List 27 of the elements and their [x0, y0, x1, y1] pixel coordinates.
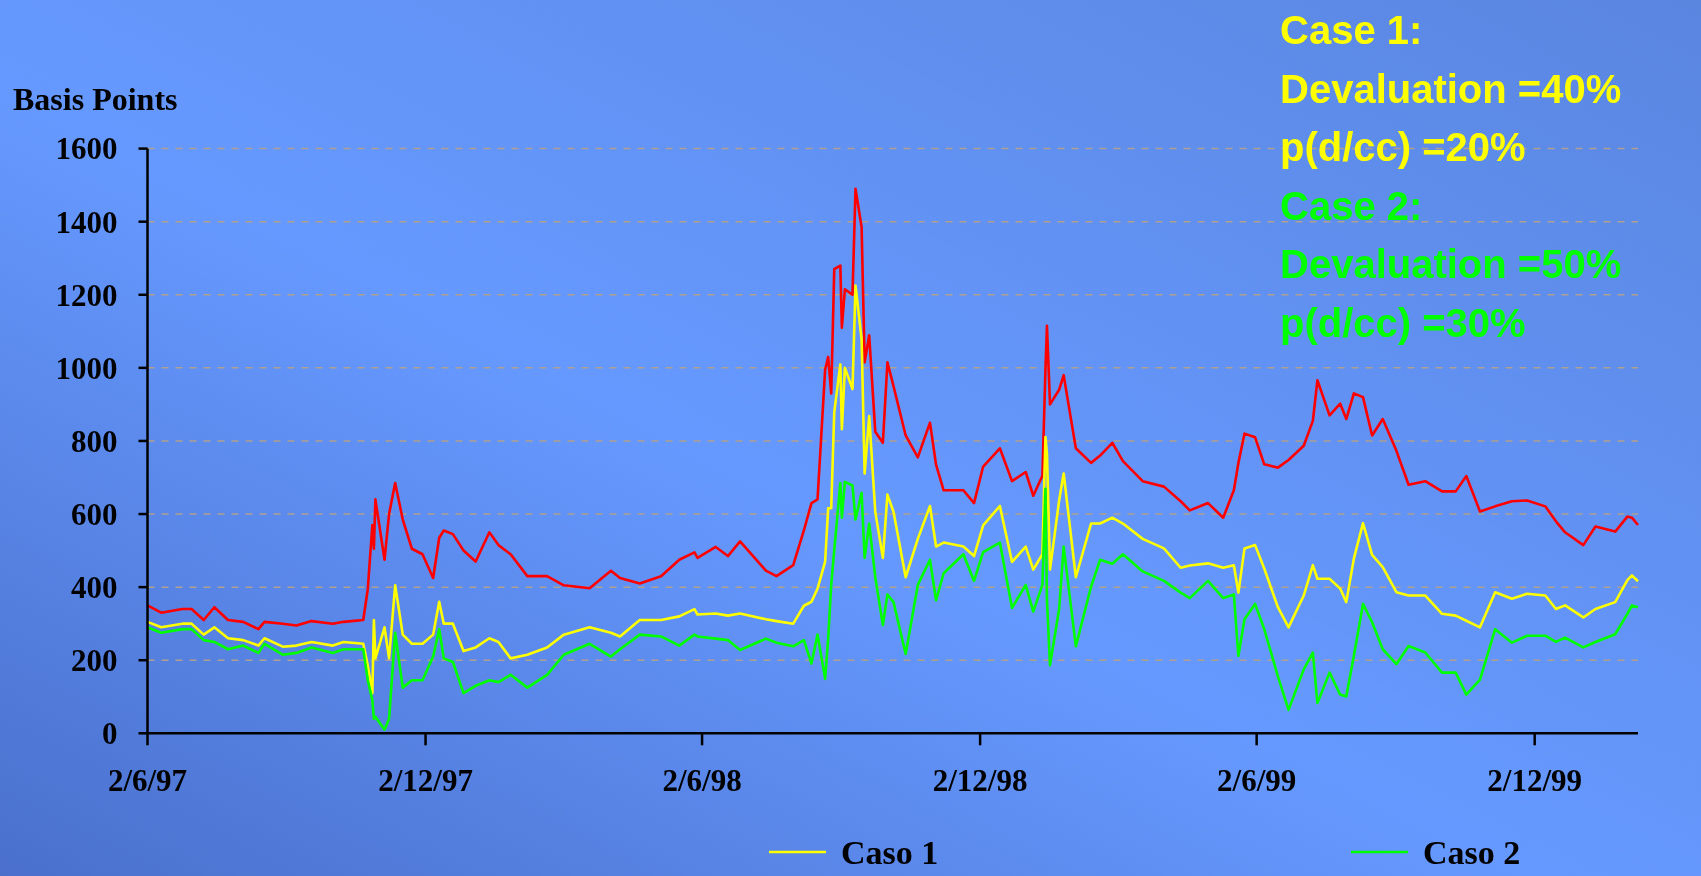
- y-tick-label: 1600: [55, 131, 118, 167]
- annotation: Case 2:: [1280, 183, 1423, 228]
- y-tick-label: 400: [71, 569, 118, 605]
- x-tick-label: 2/12/97: [378, 763, 473, 799]
- annotation: p(d/cc) =30%: [1280, 300, 1526, 345]
- line-series: [146, 284, 1640, 695]
- y-tick-label: 1000: [55, 350, 118, 386]
- x-tick-label: 2/6/97: [107, 763, 188, 799]
- x-tick-label: 2/6/98: [662, 763, 742, 799]
- annotation: Devaluation =50%: [1280, 242, 1622, 286]
- y-tick-label: 200: [71, 643, 118, 679]
- y-tick-label: 1400: [55, 204, 118, 240]
- line-series: [146, 480, 1640, 731]
- line-series: [146, 187, 1640, 631]
- y-axis-title: Basis Points: [13, 81, 178, 117]
- y-tick-label: 600: [71, 496, 118, 532]
- y-tick-label: 0: [102, 716, 118, 752]
- text: Case 1:: [1280, 8, 1423, 52]
- annotation: p(d/cc) =20%: [1280, 125, 1526, 169]
- y-tick-label: 800: [71, 423, 118, 459]
- x-tick-label: 2/6/99: [1217, 763, 1297, 799]
- text: Devaluation =40%: [1280, 66, 1622, 111]
- x-tick-label: 2/12/99: [1487, 763, 1583, 799]
- x-tick-label: 2/12/98: [932, 763, 1028, 799]
- legend-label: Caso 1: [841, 833, 939, 871]
- y-tick-label: 1200: [55, 277, 118, 313]
- legend-label: Caso 2: [1423, 833, 1521, 871]
